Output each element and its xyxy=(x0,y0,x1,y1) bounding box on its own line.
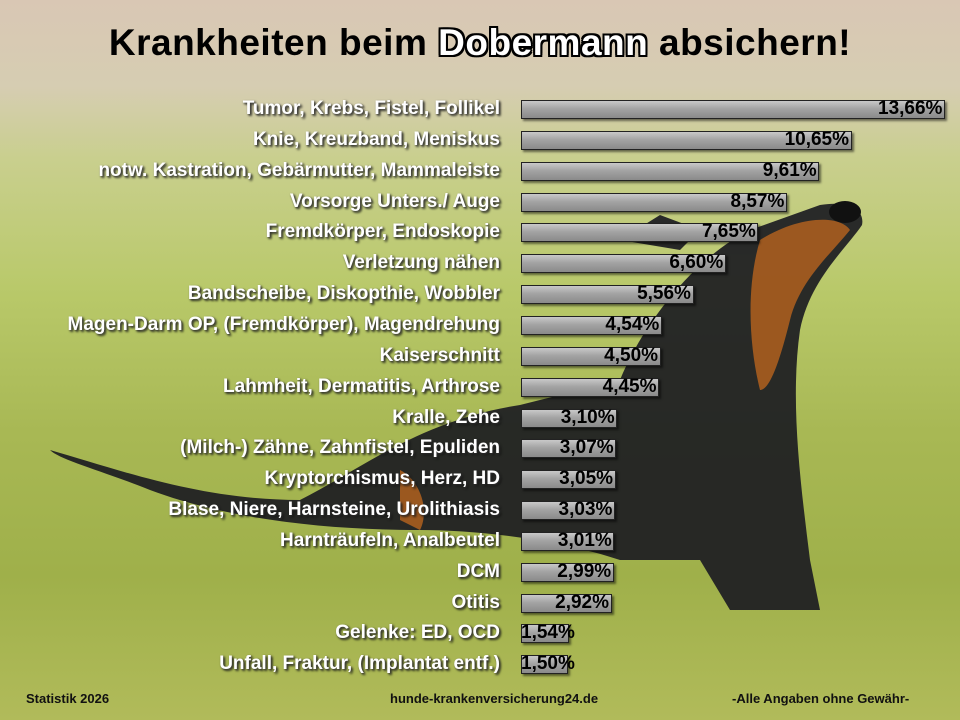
category-label: Vorsorge Unters./ Auge xyxy=(289,190,500,212)
bar xyxy=(521,130,852,150)
footer-website: hunde-krankenversicherung24.de xyxy=(390,691,599,706)
value-label: 13,66% xyxy=(878,98,943,119)
title-part1: Krankheiten beim xyxy=(108,22,439,63)
footer-left: Statistik 2026 xyxy=(26,691,110,706)
category-label: Fremdkörper, Endoskopie xyxy=(265,221,500,243)
dog-nose xyxy=(829,201,861,223)
bar xyxy=(521,285,694,305)
category-label: Verletzung nähen xyxy=(342,252,500,274)
value-label: 5,56% xyxy=(637,283,691,305)
category-label: Kryptorchismus, Herz, HD xyxy=(264,468,500,490)
value-label: 2,92% xyxy=(555,591,609,613)
category-label: Magen-Darm OP, (Fremdkörper), Magendrehu… xyxy=(67,313,501,335)
bar xyxy=(521,346,661,366)
bar xyxy=(521,254,726,274)
bar xyxy=(521,655,568,675)
category-label: DCM xyxy=(456,560,500,582)
category-label: Otitis xyxy=(451,591,500,613)
value-label: 4,50% xyxy=(604,344,659,366)
bar xyxy=(521,192,787,212)
value-label: 7,65% xyxy=(701,221,756,243)
category-label: Kralle, Zehe xyxy=(392,406,500,428)
value-label: 6,60% xyxy=(669,252,724,274)
bar xyxy=(521,531,615,551)
title-part2: absichern! xyxy=(648,22,852,63)
bar xyxy=(521,624,569,644)
bar xyxy=(521,501,616,521)
title-highlight: Dobermann xyxy=(438,22,649,63)
bar xyxy=(521,562,614,582)
bar xyxy=(521,223,759,243)
value-label: 3,07% xyxy=(559,437,614,459)
value-label: 3,10% xyxy=(560,406,615,428)
category-label: Kaiserschnitt xyxy=(379,344,500,366)
category-label: Unfall, Fraktur, (Implantat entf.) xyxy=(219,653,500,675)
bar xyxy=(521,161,820,181)
bar xyxy=(521,377,660,397)
value-label: 4,45% xyxy=(602,375,657,397)
category-label: Knie, Kreuzband, Meniskus xyxy=(252,128,500,150)
footer-disclaimer: -Alle Angaben ohne Gewähr- xyxy=(732,691,910,706)
value-label: 3,01% xyxy=(557,529,612,551)
bar xyxy=(521,100,945,119)
category-label: Gelenke: ED, OCD xyxy=(335,622,500,644)
value-label: 1,54% xyxy=(521,622,575,644)
category-label: Lahmheit, Dermatitis, Arthrose xyxy=(223,375,500,397)
category-label: notw. Kastration, Gebärmutter, Mammaleis… xyxy=(98,159,500,181)
bar xyxy=(521,593,612,613)
category-label: Tumor, Krebs, Fistel, Follikel xyxy=(242,98,500,119)
value-label: 8,57% xyxy=(730,190,785,212)
page-title: Krankheiten beim Dobermann absichern! xyxy=(0,22,960,64)
bar xyxy=(521,470,616,490)
value-label: 9,61% xyxy=(762,159,817,181)
category-label: Harnträufeln, Analbeutel xyxy=(280,529,500,551)
value-label: 10,65% xyxy=(784,128,850,150)
category-label: Blase, Niere, Harnsteine, Urolithiasis xyxy=(168,499,500,521)
value-label: 3,05% xyxy=(559,468,614,490)
value-label: 2,99% xyxy=(557,560,612,582)
value-label: 3,03% xyxy=(558,499,613,521)
value-label: 1,50% xyxy=(521,653,575,675)
bar xyxy=(521,439,617,459)
category-label: Bandscheibe, Diskopthie, Wobbler xyxy=(187,283,500,305)
bar xyxy=(521,408,618,428)
category-label: (Milch-) Zähne, Zahnfistel, Epuliden xyxy=(180,437,500,459)
bar xyxy=(521,315,662,335)
value-label: 4,54% xyxy=(605,313,660,335)
